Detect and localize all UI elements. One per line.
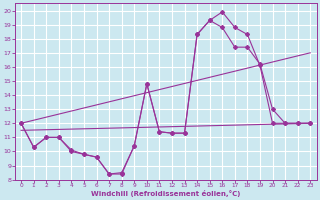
X-axis label: Windchill (Refroidissement éolien,°C): Windchill (Refroidissement éolien,°C) bbox=[91, 190, 240, 197]
